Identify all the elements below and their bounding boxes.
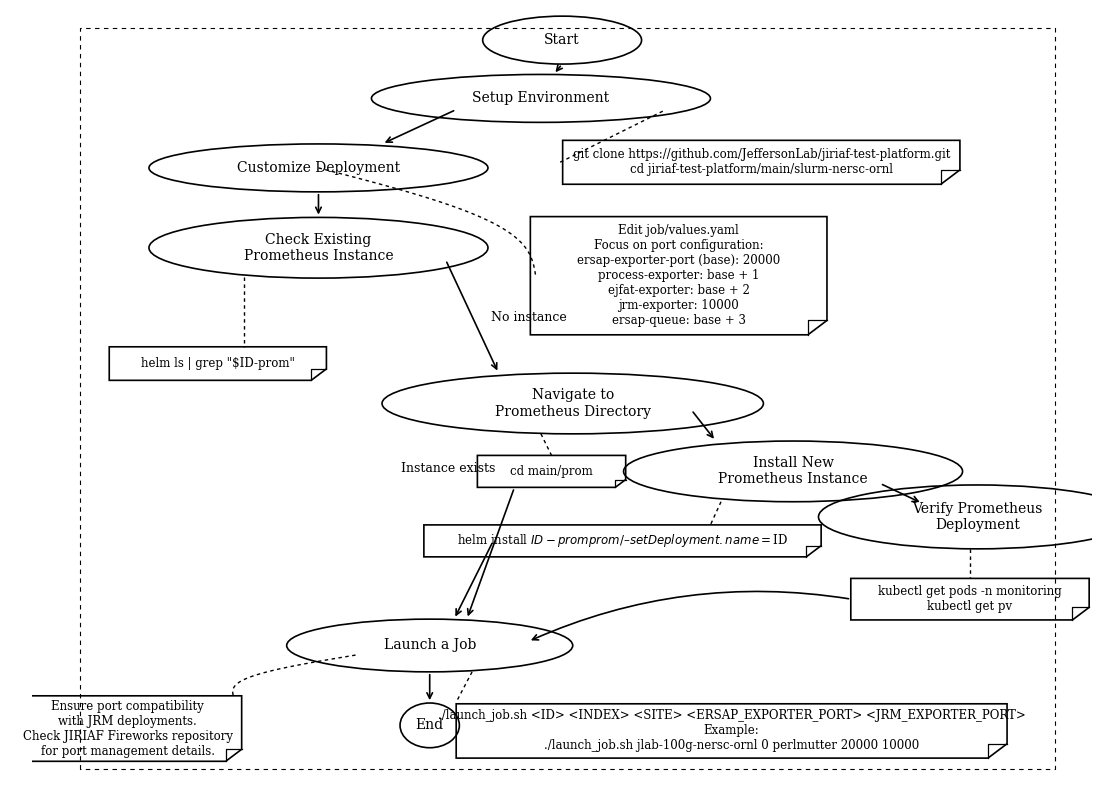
- Text: Instance exists: Instance exists: [402, 462, 495, 475]
- Text: ./launch_job.sh <ID> <INDEX> <SITE> <ERSAP_EXPORTER_PORT> <JRM_EXPORTER_PORT>
Ex: ./launch_job.sh <ID> <INDEX> <SITE> <ERS…: [438, 709, 1025, 752]
- Text: helm ls | grep "$ID-prom": helm ls | grep "$ID-prom": [141, 357, 295, 370]
- Text: Install New
Prometheus Instance: Install New Prometheus Instance: [718, 456, 868, 487]
- Text: End: End: [416, 718, 443, 733]
- Text: helm install $ID-prom prom/ –set Deployment.name=$ID: helm install $ID-prom prom/ –set Deploym…: [456, 533, 788, 550]
- Text: Customize Deployment: Customize Deployment: [236, 161, 400, 175]
- Text: Ensure port compatibility
with JRM deployments.
Check JIRIAF Fireworks repositor: Ensure port compatibility with JRM deplo…: [23, 700, 233, 758]
- Text: Launch a Job: Launch a Job: [384, 638, 476, 653]
- Text: Check Existing
Prometheus Instance: Check Existing Prometheus Instance: [244, 232, 394, 263]
- Text: kubectl get pods -n monitoring
kubectl get pv: kubectl get pods -n monitoring kubectl g…: [878, 585, 1062, 613]
- Text: Edit job/values.yaml
Focus on port configuration:
ersap-exporter-port (base): 20: Edit job/values.yaml Focus on port confi…: [578, 224, 780, 327]
- Text: Verify Prometheus
Deployment: Verify Prometheus Deployment: [912, 502, 1043, 532]
- Text: Setup Environment: Setup Environment: [472, 91, 609, 106]
- Text: Navigate to
Prometheus Directory: Navigate to Prometheus Directory: [495, 388, 651, 419]
- Text: git clone https://github.com/JeffersonLab/jiriaf-test-platform.git
cd jiriaf-tes: git clone https://github.com/JeffersonLa…: [573, 148, 950, 176]
- Text: cd main/prom: cd main/prom: [510, 465, 593, 478]
- Text: No instance: No instance: [491, 311, 566, 324]
- Text: Start: Start: [544, 33, 580, 47]
